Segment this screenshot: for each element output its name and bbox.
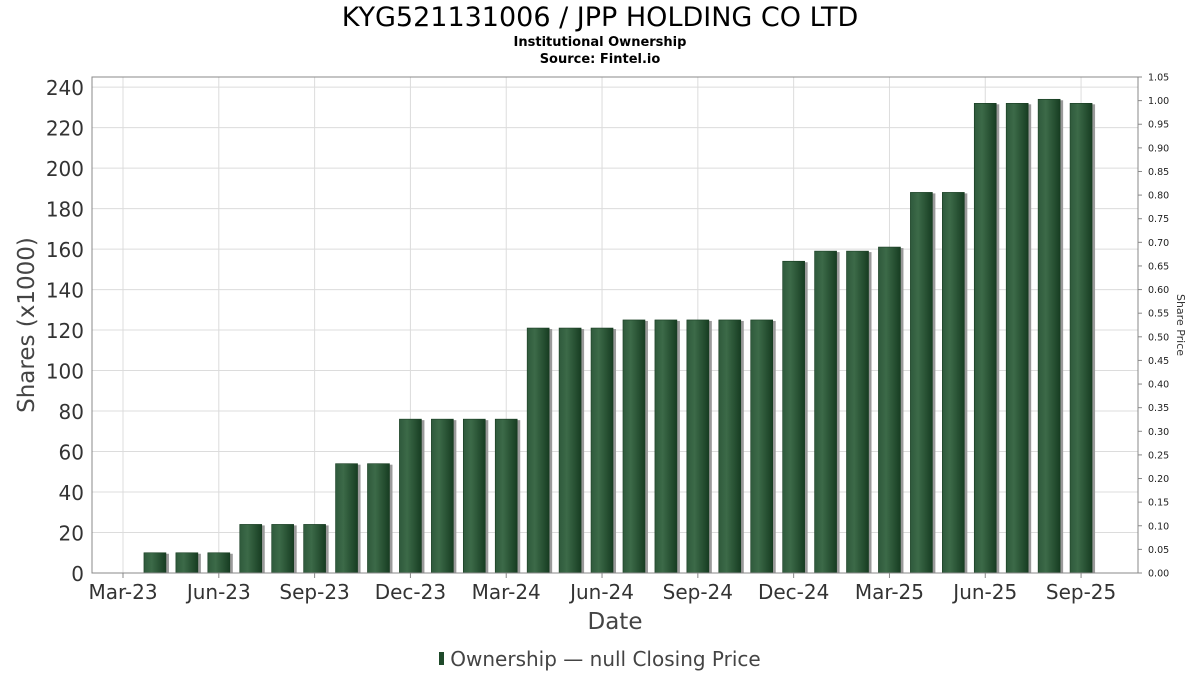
y2-axis: 0.00 0.05 0.10 0.15 0.20 0.25 0.30 0.35 0.40 0.45… (1138, 73, 1169, 580)
ownership-bar (462, 418, 486, 574)
x-tick-label: Jun-25 (951, 580, 1017, 604)
chart-title: KYG521131006 / JPP HOLDING CO LTD (341, 2, 859, 33)
ownership-bar (431, 418, 454, 574)
x-tick-label: Dec-23 (375, 580, 446, 604)
y-tick-label: 20 (59, 522, 84, 546)
y2-tick-label: 0.60 (1148, 285, 1169, 296)
x-tick-label: Sep-24 (663, 580, 733, 604)
ownership-bar (973, 103, 997, 574)
ownership-bar (910, 192, 933, 574)
y-tick-label: 220 (46, 117, 84, 141)
y-tick-label: 0 (71, 562, 84, 586)
y2-tick-label: 1.05 (1148, 73, 1169, 84)
ownership-bar (335, 463, 358, 574)
y2-tick-label: 0.80 (1148, 191, 1169, 202)
ownership-bar (622, 319, 646, 574)
bars (143, 98, 1096, 574)
ownership-bar (494, 418, 518, 574)
y2-tick-label: 0.70 (1148, 238, 1169, 249)
y2-tick-label: 0.15 (1148, 498, 1169, 509)
y2-tick-label: 0.25 (1148, 450, 1169, 461)
ownership-bar (175, 552, 199, 574)
y2-tick-label: 0.35 (1148, 403, 1169, 414)
x-tick-label: Mar-23 (88, 580, 157, 604)
ownership-legend-swatch (439, 652, 445, 665)
legend-ownership: Ownership (450, 647, 557, 671)
y2-tick-label: 0.40 (1148, 380, 1169, 391)
y2-tick-label: 0.55 (1148, 309, 1169, 320)
ownership-bar (686, 319, 710, 574)
ownership-bar (782, 260, 805, 574)
ownership-bar (271, 524, 294, 574)
plot-frame (91, 76, 1139, 574)
legend-line-swatch: — (563, 647, 584, 671)
y-tick-label: 200 (46, 157, 84, 181)
chart-source: Source: Fintel.io (539, 52, 661, 67)
x-axis: Mar-23 Jun-23 Sep-23 Dec-23 Mar-24 Jun-24 Sep-… (88, 573, 1116, 604)
y2-tick-label: 0.50 (1148, 332, 1169, 343)
x-axis-label: Date (588, 609, 643, 635)
y2-tick-label: 0.85 (1148, 167, 1169, 178)
ownership-bar (558, 327, 582, 574)
ownership-bar (399, 418, 422, 574)
x-tick-label: Mar-25 (855, 580, 924, 604)
y-tick-label: 140 (46, 279, 84, 303)
ownership-bar (143, 552, 167, 574)
ownership-bar (303, 524, 326, 574)
x-tick-label: Mar-24 (472, 580, 541, 604)
y-tick-label: 100 (46, 360, 84, 384)
y-tick-label: 40 (59, 481, 84, 505)
ownership-bar (239, 524, 263, 574)
y-axis-label: Shares (x1000) (14, 237, 40, 413)
ownership-bar (718, 319, 742, 574)
legend-closing-price: null Closing Price (589, 647, 761, 671)
y2-tick-label: 0.65 (1148, 261, 1169, 272)
y2-tick-label: 0.45 (1148, 356, 1169, 367)
x-tick-label: Jun-24 (568, 580, 634, 604)
y-tick-label: 160 (46, 238, 84, 262)
ownership-bar (367, 463, 390, 574)
y2-tick-label: 0.90 (1148, 143, 1169, 154)
y2-tick-label: 0.10 (1148, 521, 1169, 532)
y2-tick-label: 0.30 (1148, 427, 1169, 438)
legend: Ownership — null Closing Price (0, 646, 1200, 672)
ownership-bar (750, 319, 774, 574)
chart-subtitle: Institutional Ownership (513, 35, 687, 50)
y2-tick-label: 1.00 (1148, 96, 1169, 107)
ownership-bar (1069, 103, 1093, 574)
ownership-bar (654, 319, 678, 574)
y-tick-label: 240 (46, 76, 84, 100)
ownership-bar (1037, 98, 1061, 574)
y-tick-label: 120 (46, 319, 84, 343)
ownership-bar (207, 552, 231, 574)
y2-tick-label: 0.75 (1148, 214, 1169, 225)
y2-tick-label: 0.00 (1148, 569, 1169, 580)
x-tick-label: Sep-25 (1046, 580, 1116, 604)
y-tick-label: 60 (59, 441, 84, 465)
ownership-bar (1005, 103, 1029, 574)
y-tick-label: 180 (46, 198, 84, 222)
x-tick-label: Sep-23 (279, 580, 349, 604)
ownership-bar (814, 250, 837, 574)
y-tick-label: 80 (59, 400, 84, 424)
x-tick-label: Jun-23 (185, 580, 251, 604)
ownership-bar (526, 327, 550, 574)
y-axis: 0 20 40 60 80 100 120 140 160 180 200 220 240 (46, 76, 84, 586)
y2-tick-label: 0.20 (1148, 474, 1169, 485)
ownership-bar (590, 327, 614, 574)
y2-tick-label: 0.05 (1148, 545, 1169, 556)
ownership-bar (846, 250, 869, 574)
x-tick-label: Dec-24 (758, 580, 829, 604)
y2-axis-label: Share Price (1174, 294, 1187, 356)
y2-tick-label: 0.95 (1148, 120, 1169, 131)
ownership-bar (878, 246, 901, 574)
ownership-bar (942, 192, 965, 574)
